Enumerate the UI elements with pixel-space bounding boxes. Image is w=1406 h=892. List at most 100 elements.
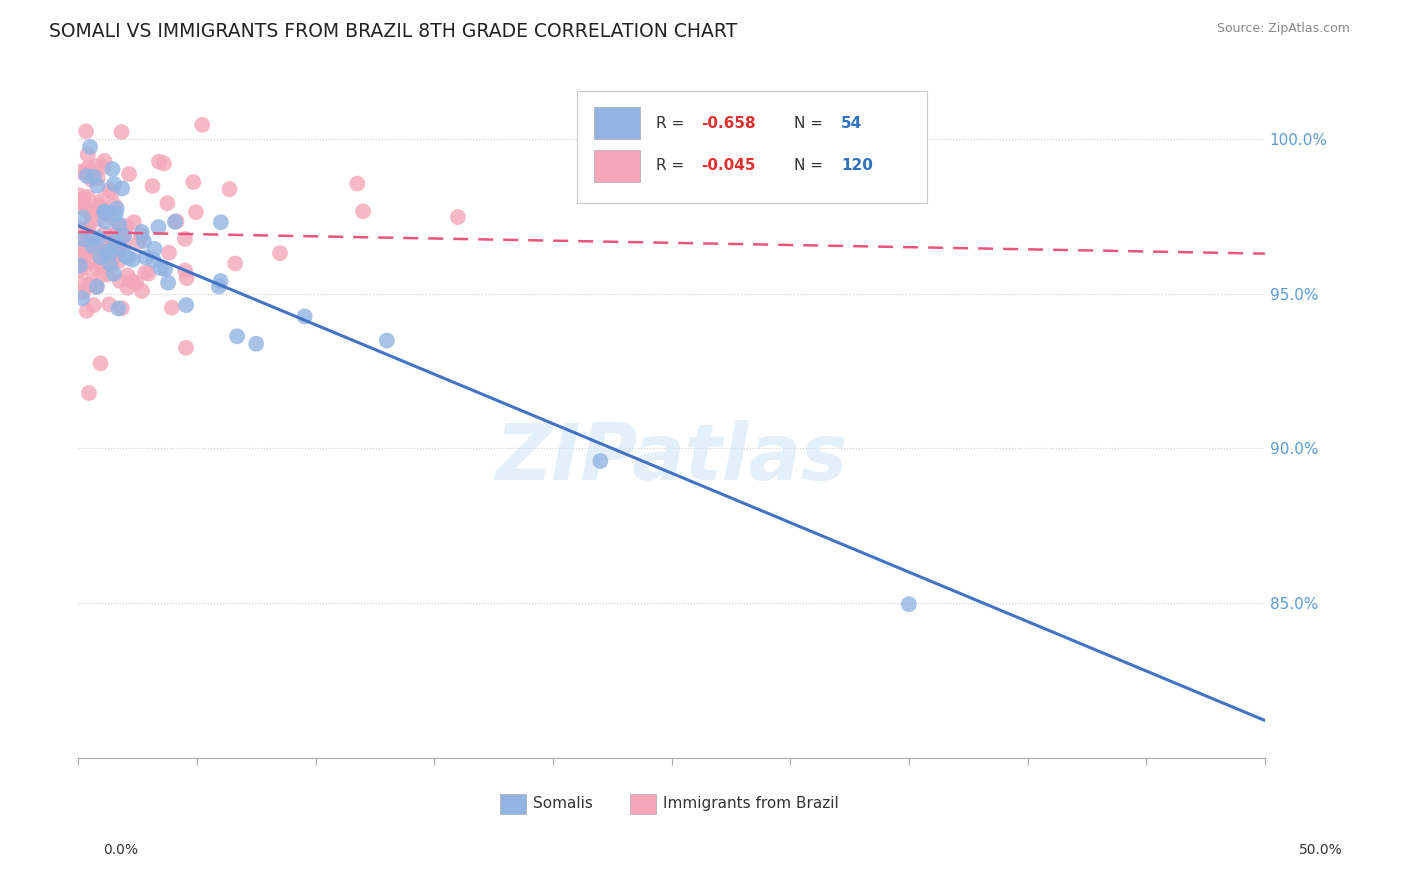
Point: [108, 219, 131, 234]
Point: [118, 251, 141, 265]
Point: [157, 276, 180, 290]
Point: [77, 277, 100, 292]
Point: [375, 334, 398, 348]
Point: [72, 235, 94, 250]
Point: [70, 236, 93, 251]
Point: [87, 231, 110, 245]
Point: [90, 202, 112, 216]
Point: [83, 244, 105, 258]
Point: [103, 177, 125, 191]
Text: ZIPatlas: ZIPatlas: [495, 420, 848, 496]
Point: [100, 211, 122, 225]
Point: [125, 277, 148, 291]
Point: [73, 247, 96, 261]
Point: [111, 181, 134, 195]
Point: [100, 234, 122, 248]
Point: [72, 201, 94, 215]
Point: [897, 597, 920, 611]
Text: Immigrants from Brazil: Immigrants from Brazil: [664, 797, 839, 812]
Point: [69, 232, 91, 246]
Point: [69, 277, 91, 291]
Text: N =: N =: [794, 115, 828, 130]
Point: [121, 252, 143, 267]
Point: [90, 250, 112, 264]
Text: 0.0%: 0.0%: [103, 843, 138, 857]
Point: [132, 234, 155, 248]
Bar: [595, 150, 640, 182]
Point: [101, 186, 124, 200]
FancyBboxPatch shape: [576, 91, 927, 203]
Point: [97, 231, 120, 245]
Point: [101, 254, 124, 268]
Point: [122, 215, 145, 229]
Point: [69, 254, 91, 268]
Point: [94, 244, 117, 258]
Point: [96, 244, 118, 259]
Point: [69, 195, 91, 210]
Point: [176, 271, 198, 285]
Point: [80, 274, 103, 288]
Point: [76, 304, 98, 318]
Point: [108, 274, 131, 288]
Point: [174, 341, 197, 355]
Point: [94, 205, 117, 219]
Point: [93, 153, 115, 168]
Point: [90, 258, 112, 272]
Text: 54: 54: [841, 115, 862, 130]
Point: [77, 219, 100, 234]
Point: [100, 259, 122, 273]
Point: [143, 242, 166, 256]
Point: [118, 167, 141, 181]
Point: [108, 241, 131, 255]
Point: [103, 228, 125, 243]
Point: [174, 298, 197, 312]
Text: SOMALI VS IMMIGRANTS FROM BRAZIL 8TH GRADE CORRELATION CHART: SOMALI VS IMMIGRANTS FROM BRAZIL 8TH GRA…: [49, 22, 738, 41]
Point: [105, 245, 128, 260]
Point: [104, 198, 127, 212]
Point: [77, 190, 100, 204]
Point: [87, 202, 110, 217]
Point: [76, 148, 98, 162]
Point: [105, 202, 128, 216]
Point: [98, 297, 121, 311]
Point: [86, 247, 108, 261]
Point: [94, 215, 117, 229]
Point: [117, 280, 139, 294]
Point: [114, 221, 136, 235]
Point: [91, 160, 114, 174]
Text: Somalis: Somalis: [533, 797, 592, 812]
Point: [209, 274, 232, 288]
Point: [115, 219, 138, 234]
Point: [131, 225, 153, 239]
Point: [156, 196, 179, 211]
Point: [104, 235, 127, 249]
Point: [69, 221, 91, 235]
Point: [107, 301, 129, 316]
Text: R =: R =: [657, 159, 689, 173]
Point: [101, 162, 124, 177]
Point: [77, 161, 100, 175]
Text: -0.045: -0.045: [702, 159, 756, 173]
Point: [129, 228, 152, 243]
Point: [110, 125, 132, 139]
Point: [104, 207, 127, 221]
Point: [128, 235, 150, 249]
Point: [589, 454, 612, 468]
Point: [181, 175, 204, 189]
Text: Source: ZipAtlas.com: Source: ZipAtlas.com: [1216, 22, 1350, 36]
Point: [83, 298, 105, 312]
Point: [149, 260, 172, 275]
Point: [114, 249, 136, 263]
Point: [94, 205, 117, 219]
Point: [76, 225, 98, 239]
Bar: [499, 794, 526, 814]
Point: [117, 268, 139, 283]
Point: [134, 265, 156, 279]
Point: [70, 195, 93, 210]
Point: [72, 256, 94, 270]
Point: [86, 260, 108, 275]
Point: [107, 245, 129, 260]
Text: 50.0%: 50.0%: [1299, 843, 1343, 857]
Point: [86, 280, 108, 294]
Point: [72, 285, 94, 299]
